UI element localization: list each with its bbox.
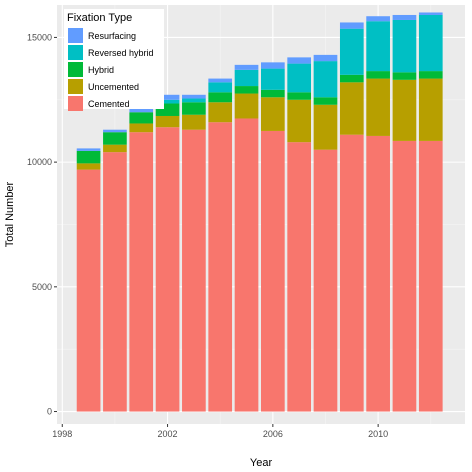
bar-resurfacing-2003 bbox=[182, 94, 206, 99]
bar-reversed-hybrid-2010 bbox=[366, 21, 390, 72]
bar-uncemented-2005 bbox=[234, 93, 259, 119]
bar-resurfacing-2012 bbox=[418, 12, 443, 15]
bar-uncemented-2012 bbox=[418, 78, 443, 141]
bar-reversed-hybrid-2007 bbox=[287, 63, 312, 93]
bar-uncemented-2011 bbox=[392, 79, 417, 141]
bar-uncemented-2010 bbox=[366, 78, 390, 136]
bar-hybrid-2003 bbox=[182, 102, 206, 115]
bar-hybrid-1999 bbox=[76, 150, 101, 164]
bar-hybrid-2008 bbox=[313, 97, 338, 105]
bar-resurfacing-2000 bbox=[103, 129, 127, 133]
y-axis-title: Total Number bbox=[4, 181, 16, 247]
bar-hybrid-2001 bbox=[129, 112, 154, 124]
legend-label: Hybrid bbox=[88, 65, 114, 75]
bar-reversed-hybrid-2005 bbox=[234, 69, 259, 87]
bar-reversed-hybrid-2008 bbox=[313, 61, 338, 98]
bar-reversed-hybrid-2006 bbox=[261, 68, 285, 90]
legend-key-resurfacing bbox=[68, 28, 83, 43]
legend-label: Resurfacing bbox=[88, 31, 136, 41]
bar-hybrid-2009 bbox=[339, 74, 364, 83]
bar-uncemented-1999 bbox=[76, 163, 101, 170]
bar-resurfacing-2006 bbox=[261, 62, 285, 69]
bar-uncemented-2004 bbox=[208, 102, 233, 123]
legend-label: Uncemented bbox=[88, 82, 139, 92]
bar-reversed-hybrid-2009 bbox=[339, 28, 364, 75]
bar-cemented-1999 bbox=[76, 169, 101, 412]
bar-uncemented-2000 bbox=[103, 144, 127, 153]
bar-cemented-2004 bbox=[208, 122, 233, 412]
bar-cemented-2008 bbox=[313, 149, 338, 412]
x-tick-label: 2010 bbox=[368, 429, 388, 439]
bar-uncemented-2001 bbox=[129, 123, 154, 133]
y-tick-label: 5000 bbox=[32, 282, 52, 292]
bar-hybrid-2004 bbox=[208, 92, 233, 103]
bar-resurfacing-2004 bbox=[208, 78, 233, 83]
bar-hybrid-2011 bbox=[392, 72, 417, 80]
bar-cemented-2009 bbox=[339, 134, 364, 412]
bar-reversed-hybrid-2004 bbox=[208, 82, 233, 93]
bar-reversed-hybrid-2002 bbox=[155, 99, 180, 104]
x-tick-label: 2002 bbox=[158, 429, 178, 439]
bar-reversed-hybrid-2011 bbox=[392, 19, 417, 73]
bar-resurfacing-2005 bbox=[234, 64, 259, 70]
bar-cemented-2005 bbox=[234, 118, 259, 412]
legend: Fixation Type Resurfacing Reversed hybrid… bbox=[64, 9, 164, 111]
bar-reversed-hybrid-2012 bbox=[418, 14, 443, 72]
y-tick-label: 0 bbox=[47, 407, 52, 417]
bar-uncemented-2007 bbox=[287, 99, 312, 143]
bar-resurfacing-2009 bbox=[339, 22, 364, 29]
axes-group: 0 5000 10000 15000 1998 2002 2006 2010 bbox=[27, 32, 388, 439]
legend-title: Fixation Type bbox=[67, 12, 132, 24]
bar-cemented-2001 bbox=[129, 132, 154, 412]
y-tick-label: 15000 bbox=[27, 32, 52, 42]
bar-reversed-hybrid-2003 bbox=[182, 98, 206, 103]
bar-uncemented-2003 bbox=[182, 114, 206, 130]
bar-uncemented-2008 bbox=[313, 104, 338, 150]
x-tick-label: 1998 bbox=[52, 429, 72, 439]
bar-cemented-2012 bbox=[418, 140, 443, 412]
bar-cemented-2010 bbox=[366, 135, 390, 412]
bar-hybrid-2005 bbox=[234, 86, 259, 94]
y-tick-label: 10000 bbox=[27, 157, 52, 167]
bar-cemented-2006 bbox=[261, 130, 285, 412]
bar-hybrid-2007 bbox=[287, 92, 312, 100]
bar-hybrid-2012 bbox=[418, 71, 443, 79]
legend-label: Cemented bbox=[88, 99, 130, 109]
bar-cemented-2003 bbox=[182, 129, 206, 412]
legend-items: Resurfacing Reversed hybrid Hybrid Uncement… bbox=[68, 28, 154, 111]
bar-resurfacing-2007 bbox=[287, 57, 312, 64]
bar-uncemented-2002 bbox=[155, 115, 180, 128]
legend-key-hybrid bbox=[68, 62, 83, 77]
bar-cemented-2002 bbox=[155, 127, 180, 412]
bar-hybrid-2000 bbox=[103, 132, 127, 145]
bar-resurfacing-1999 bbox=[76, 148, 101, 151]
bar-cemented-2007 bbox=[287, 142, 312, 412]
bar-resurfacing-2008 bbox=[313, 54, 338, 62]
legend-key-uncemented bbox=[68, 79, 83, 94]
bar-resurfacing-2010 bbox=[366, 16, 390, 22]
legend-key-cemented bbox=[68, 96, 83, 111]
bar-resurfacing-2002 bbox=[155, 94, 180, 100]
x-axis-title: Year bbox=[250, 457, 273, 469]
bar-uncemented-2006 bbox=[261, 97, 285, 131]
legend-label: Reversed hybrid bbox=[88, 48, 154, 58]
bars-group bbox=[76, 12, 443, 412]
bar-hybrid-2006 bbox=[261, 89, 285, 98]
legend-key-reversed-hybrid bbox=[68, 45, 83, 60]
bar-cemented-2011 bbox=[392, 140, 417, 412]
bar-hybrid-2010 bbox=[366, 71, 390, 79]
bar-resurfacing-2001 bbox=[129, 108, 154, 113]
x-tick-label: 2006 bbox=[263, 429, 283, 439]
bar-uncemented-2009 bbox=[339, 82, 364, 135]
bar-cemented-2000 bbox=[103, 152, 127, 412]
bar-resurfacing-2011 bbox=[392, 14, 417, 20]
